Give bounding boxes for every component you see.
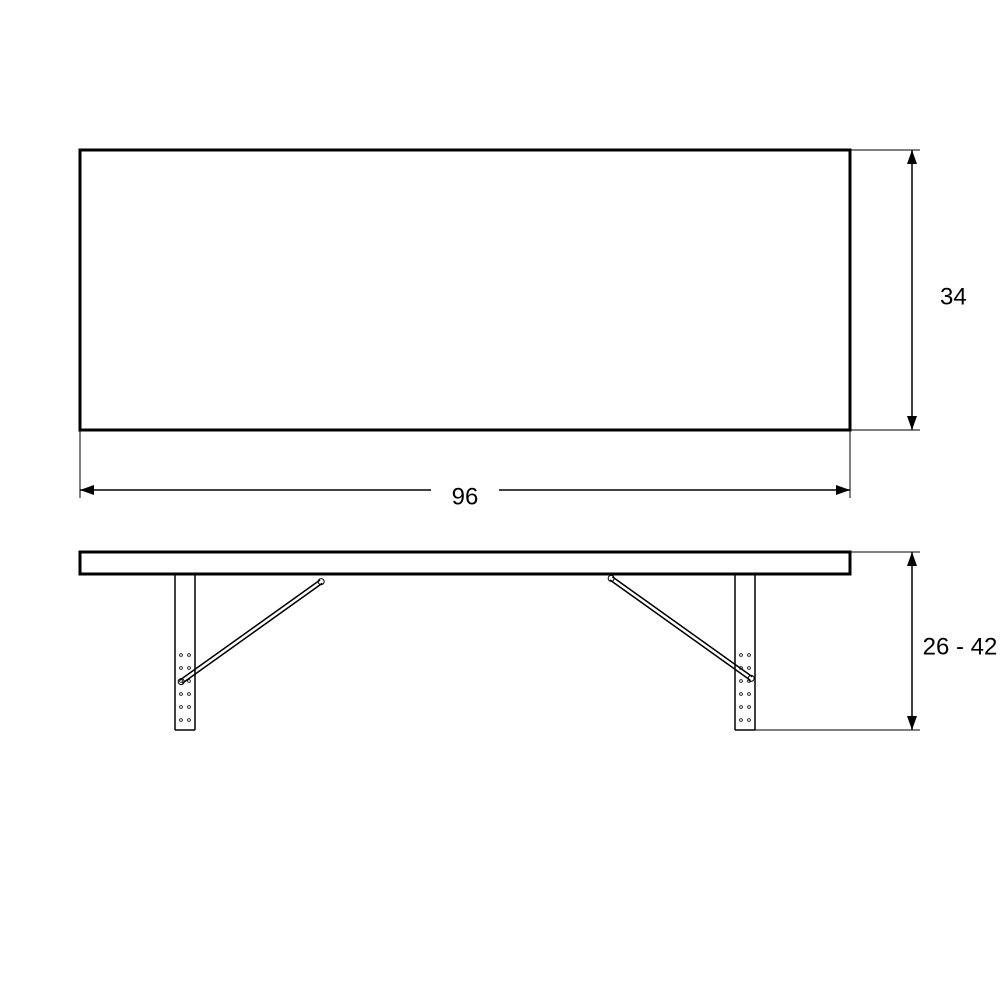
leg-brace-right bbox=[608, 575, 754, 681]
leg-brace-left bbox=[178, 579, 324, 685]
dimension-height bbox=[755, 552, 920, 730]
table-leg bbox=[735, 574, 755, 730]
dimension-height-label: 26 - 42 bbox=[923, 633, 998, 660]
top-view bbox=[80, 150, 850, 430]
dimension-width-label: 96 bbox=[452, 483, 479, 510]
dimension-depth bbox=[850, 150, 920, 430]
technical-drawing: 34 96 26 - 42 bbox=[0, 0, 1000, 1000]
side-view bbox=[80, 552, 850, 730]
dimension-depth-label: 34 bbox=[940, 283, 967, 310]
table-leg bbox=[175, 574, 195, 730]
